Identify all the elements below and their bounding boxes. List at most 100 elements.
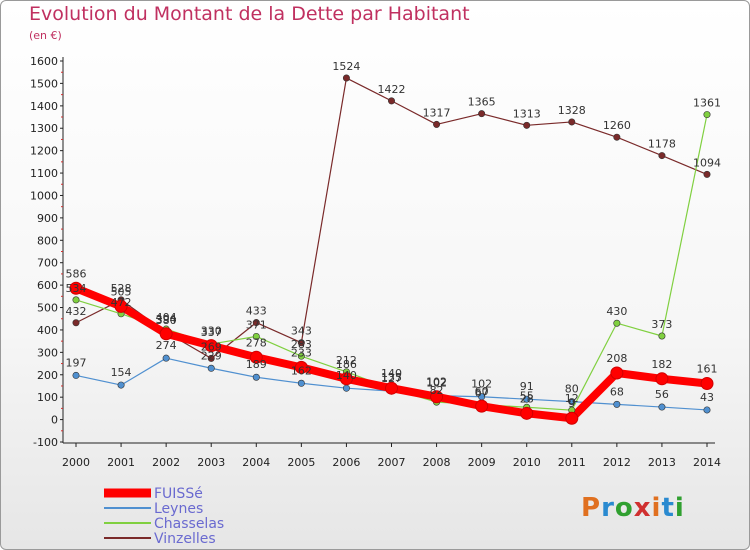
y-tick-label: 1600 — [30, 55, 58, 68]
x-tick-label: 2002 — [152, 456, 180, 469]
data-label: 432 — [66, 305, 87, 318]
data-point — [204, 339, 218, 353]
data-label: 534 — [66, 282, 87, 295]
data-label: 67 — [475, 387, 489, 400]
x-tick-label: 2001 — [107, 456, 135, 469]
y-tick-label: 200 — [37, 369, 58, 382]
data-label: 212 — [336, 354, 357, 367]
data-label: 55 — [520, 389, 534, 402]
data-point — [658, 403, 666, 411]
x-tick-label: 2008 — [423, 456, 451, 469]
data-label: 60 — [475, 385, 489, 398]
data-point — [159, 327, 173, 341]
data-point — [252, 332, 260, 340]
data-point — [475, 399, 489, 413]
data-point — [523, 395, 531, 403]
data-label: 186 — [336, 358, 357, 371]
proxiti-logo: Proxiti — [581, 493, 685, 523]
data-label: 182 — [651, 358, 672, 371]
data-label: 140 — [381, 367, 402, 380]
legend-label: Vinzelles — [154, 531, 216, 547]
data-label: 283 — [291, 338, 312, 351]
y-tick-label: 1500 — [30, 77, 58, 90]
y-tick-label: 500 — [37, 302, 58, 315]
data-label: 1313 — [513, 107, 541, 120]
data-point — [433, 120, 441, 128]
x-tick-label: 2005 — [287, 456, 315, 469]
data-point — [655, 372, 669, 386]
y-tick-label: 1000 — [30, 189, 58, 202]
data-label: 91 — [520, 380, 534, 393]
y-tick-label: 1200 — [30, 145, 58, 158]
data-label: 208 — [606, 352, 627, 365]
data-label: 404 — [156, 311, 177, 324]
data-label: 80 — [565, 383, 579, 396]
data-label: 586 — [66, 267, 87, 280]
data-point — [207, 354, 215, 362]
y-tick-label: 1100 — [30, 167, 58, 180]
y-tick-label: 1400 — [30, 100, 58, 113]
data-label: 380 — [156, 314, 177, 327]
chart-title: Evolution du Montant de la Dette par Hab… — [29, 3, 470, 25]
data-label: 1094 — [693, 156, 721, 169]
data-point — [297, 379, 305, 387]
data-point — [613, 319, 621, 327]
data-label: 528 — [111, 282, 132, 295]
y-tick-label: 600 — [37, 279, 58, 292]
data-label: 233 — [291, 346, 312, 359]
data-label: 278 — [246, 336, 267, 349]
y-tick-label: 800 — [37, 234, 58, 247]
x-tick-label: 2011 — [558, 456, 586, 469]
data-point — [568, 118, 576, 126]
data-label: 68 — [610, 385, 624, 398]
x-tick-label: 2012 — [603, 456, 631, 469]
data-label: 1317 — [423, 106, 451, 119]
data-label: 56 — [655, 388, 669, 401]
data-label: 197 — [66, 356, 87, 369]
data-point — [613, 400, 621, 408]
data-point — [294, 360, 308, 374]
data-label: 229 — [201, 349, 222, 362]
data-label: 140 — [336, 369, 357, 382]
data-label: 102 — [426, 377, 447, 390]
y-tick-label: 0 — [51, 414, 58, 427]
x-tick-label: 2009 — [468, 456, 496, 469]
data-point — [430, 390, 444, 404]
x-tick-label: 2007 — [378, 456, 406, 469]
data-point — [565, 411, 579, 425]
data-label: 102 — [426, 376, 447, 389]
y-tick-label: 900 — [37, 212, 58, 225]
data-label: 337 — [201, 326, 222, 339]
data-point — [252, 373, 260, 381]
chart-unit: (en €) — [29, 29, 62, 42]
data-label: 102 — [471, 378, 492, 391]
x-tick-label: 2004 — [242, 456, 270, 469]
data-label: 330 — [201, 325, 222, 338]
x-tick-label: 2003 — [197, 456, 225, 469]
data-point — [339, 372, 353, 386]
data-point — [703, 111, 711, 119]
data-point — [613, 133, 621, 141]
data-label: 82 — [430, 384, 444, 397]
data-label: 189 — [246, 358, 267, 371]
data-label: 161 — [697, 363, 718, 376]
data-label: 1260 — [603, 119, 631, 132]
data-point — [520, 406, 534, 420]
data-point — [658, 152, 666, 160]
data-point — [297, 352, 305, 360]
data-label: 135 — [381, 371, 402, 384]
data-point — [700, 377, 714, 391]
data-point — [72, 371, 80, 379]
data-label: 1524 — [332, 60, 360, 73]
data-label: 127 — [381, 372, 402, 385]
x-tick-label: 2006 — [332, 456, 360, 469]
data-label: 28 — [520, 392, 534, 405]
data-point — [658, 332, 666, 340]
data-label: 505 — [111, 285, 132, 298]
data-label: 371 — [246, 318, 267, 331]
data-label: 394 — [156, 313, 177, 326]
legend-label: Leynes — [154, 501, 203, 517]
y-tick-label: 400 — [37, 324, 58, 337]
